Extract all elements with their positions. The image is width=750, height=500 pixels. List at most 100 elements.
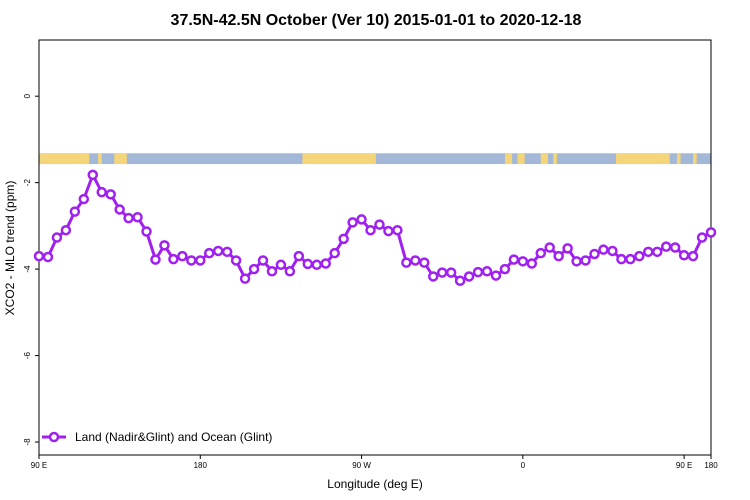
data-point	[562, 243, 573, 254]
data-point	[311, 259, 323, 271]
data-point	[257, 255, 269, 266]
data-point	[463, 271, 475, 282]
data-point	[177, 250, 188, 262]
data-point	[678, 250, 690, 261]
data-point	[472, 266, 484, 278]
x-tick-label: 90 E	[31, 461, 47, 470]
data-point	[508, 254, 520, 265]
y-axis: 0 -2 -4 -6 -8	[23, 93, 39, 446]
land-segment	[517, 153, 525, 165]
data-point	[78, 193, 90, 205]
legend: Land (Nadir&Glint) and Ocean (Glint)	[42, 430, 272, 444]
data-point	[616, 253, 627, 265]
data-point	[544, 242, 555, 253]
land-ocean-strip	[39, 153, 711, 165]
chart-title: 37.5N-42.5N October (Ver 10) 2015-01-01 …	[171, 12, 582, 29]
data-point	[427, 271, 439, 282]
data-point	[651, 246, 663, 258]
y-tick-label: -4	[23, 265, 32, 273]
land-segment	[693, 153, 697, 165]
data-point	[445, 267, 457, 278]
data-point	[51, 232, 63, 243]
land-segment	[504, 153, 513, 165]
data-point	[60, 224, 72, 236]
data-point	[401, 257, 412, 268]
data-point	[302, 258, 314, 270]
data-point	[490, 270, 502, 281]
data-point	[643, 246, 654, 258]
data-point	[607, 245, 618, 257]
data-point	[96, 186, 107, 198]
legend-marker-swatch	[48, 431, 60, 443]
data-point	[239, 273, 251, 284]
data-point	[598, 244, 609, 255]
land-segment	[616, 153, 670, 165]
data-point	[150, 254, 161, 265]
land-segment	[553, 153, 557, 165]
data-point	[284, 266, 296, 277]
y-tick-label: 0	[23, 93, 32, 98]
data-point	[212, 245, 224, 257]
data-point	[293, 250, 305, 262]
data-point	[141, 226, 152, 237]
data-point	[33, 250, 45, 262]
y-tick-label: -6	[23, 351, 32, 359]
data-point	[203, 247, 215, 259]
data-point	[553, 250, 564, 262]
data-point	[589, 248, 600, 260]
data-point	[499, 263, 511, 275]
x-tick-label: 180	[704, 461, 718, 470]
data-point	[114, 204, 125, 215]
data-point	[320, 258, 331, 269]
data-point	[132, 211, 143, 223]
data-point	[69, 206, 81, 217]
data-point	[230, 255, 242, 266]
data-point	[580, 255, 591, 266]
data-point	[105, 189, 116, 200]
data-point	[356, 214, 367, 225]
data-point	[168, 253, 179, 265]
x-tick-label: 180	[194, 461, 208, 470]
y-tick-label: -2	[23, 179, 32, 187]
x-tick-label: 0	[521, 461, 526, 470]
data-point	[571, 256, 582, 267]
data-point	[338, 233, 349, 245]
land-segment	[540, 153, 548, 165]
data-point	[123, 212, 134, 224]
x-tick-label: 90 E	[676, 461, 692, 470]
data-point	[87, 169, 99, 181]
legend-label: Land (Nadir&Glint) and Ocean (Glint)	[75, 430, 272, 444]
y-tick-label: -8	[23, 438, 32, 446]
data-point	[526, 258, 538, 269]
land-segment	[39, 153, 90, 165]
plot-area-frame	[38, 39, 712, 456]
data-point	[660, 241, 672, 252]
data-point	[221, 246, 233, 258]
data-point	[705, 227, 717, 238]
y-axis-label: XCO2 - MLO trend (ppm)	[3, 181, 17, 316]
land-segment	[114, 153, 127, 165]
data-point	[248, 263, 260, 275]
x-axis: 90 E 180 90 W 0 90 E 180	[31, 455, 718, 470]
data-point	[275, 259, 287, 271]
data-point	[410, 255, 421, 266]
land-segment	[676, 153, 681, 165]
x-tick-label: 90 W	[352, 461, 371, 470]
data-point	[535, 247, 547, 259]
data-point	[347, 217, 358, 228]
data-point	[186, 255, 197, 266]
data-point	[436, 267, 448, 278]
data-point	[195, 255, 206, 266]
data-point	[669, 242, 681, 253]
data-point	[329, 247, 340, 259]
data-point	[625, 253, 636, 265]
data-point	[481, 266, 493, 277]
data-point	[687, 250, 699, 262]
data-point	[383, 225, 394, 237]
data-point	[392, 224, 403, 236]
data-point	[266, 266, 278, 277]
data-point	[634, 250, 645, 262]
series-layer	[33, 169, 717, 287]
data-point	[517, 256, 529, 267]
